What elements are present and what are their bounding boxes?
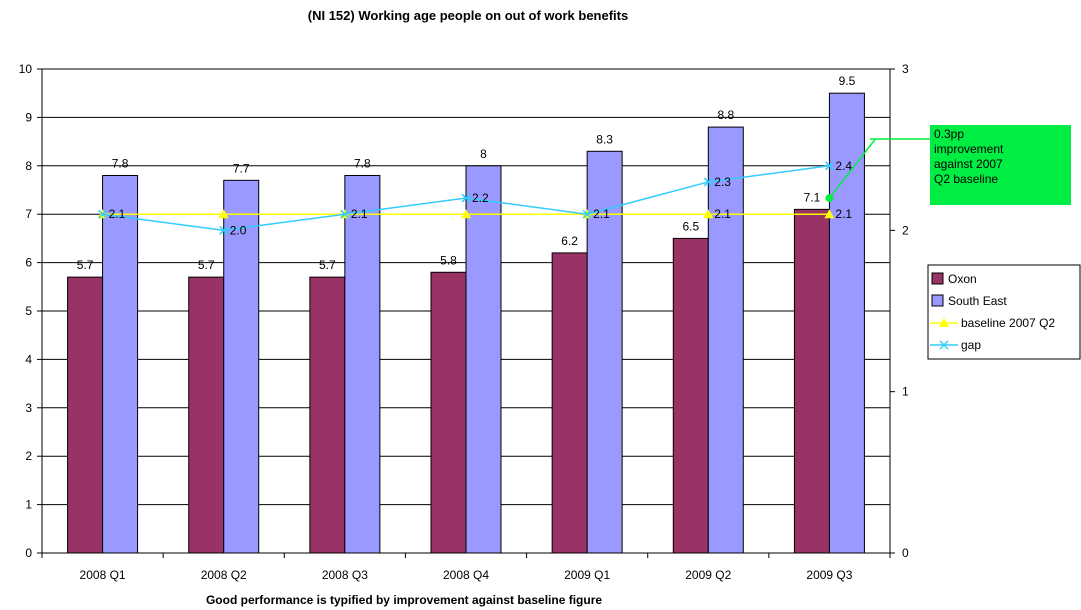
legend-swatch [931,294,944,307]
legend-box [927,264,1081,360]
marker-gap [98,209,108,219]
line-data-label: 2.1 [835,207,852,221]
marker-baseline-2007-q2 [461,209,471,219]
x-axis-label: Good performance is typified by improvem… [206,593,602,607]
legend-marker [939,318,949,327]
y2-tick-label: 3 [902,62,909,76]
x-tick-label: 2008 Q2 [201,568,247,582]
bar-oxon [793,208,830,554]
annotation-connector [828,138,930,199]
marker-baseline-2007-q2 [703,209,714,219]
marker-gap [824,161,834,171]
y2-tick-label: 1 [902,385,909,399]
bar-data-label: 8.3 [596,132,613,146]
y-tick-label: 10 [19,62,33,76]
bar-data-label: 8.8 [717,108,734,122]
y-tick-label: 7 [25,207,32,221]
bar-oxon [551,252,588,554]
legend-label: gap [961,338,981,352]
line-data-label: 2.1 [351,207,368,221]
bar-oxon [67,276,104,554]
bar-south-east [223,179,260,554]
annotation-line: 0.3pp [934,127,965,141]
legend-swatch [931,272,944,285]
legend-label: Oxon [948,272,977,286]
bar-south-east [344,174,381,554]
marker-gap [582,209,592,219]
y-tick-label: 0 [25,546,32,560]
annotation-line: Q2 baseline [934,172,999,186]
annotation-line: against 2007 [934,157,1003,171]
y-tick-label: 5 [25,304,32,318]
marker-baseline-2007-q2 [218,209,229,219]
marker-gap [219,225,229,235]
bar-data-label: 5.8 [440,253,457,267]
bar-oxon [188,276,225,554]
bar-data-label: 7.8 [354,156,371,170]
bar-data-label: 7.8 [112,156,129,170]
bar-data-label: 8 [480,147,487,161]
legend-label: baseline 2007 Q2 [961,316,1055,330]
annotation-callout: 0.3pp improvement against 2007 Q2 baseli… [930,125,1071,205]
x-tick-label: 2008 Q4 [443,568,489,582]
x-tick-label: 2008 Q3 [322,568,368,582]
marker-gap [340,209,350,219]
bar-south-east [586,150,623,554]
marker-gap [461,193,471,203]
line-data-label: 2.1 [109,207,126,221]
bar-south-east [465,165,502,554]
line-data-label: 2.1 [714,207,731,221]
bar-data-label: 5.7 [198,258,215,272]
bar-oxon [672,237,709,554]
line-data-label: 2.4 [835,159,852,173]
y-tick-label: 2 [25,449,32,463]
y-tick-label: 4 [25,352,32,366]
y-tick-label: 1 [25,498,32,512]
y2-tick-label: 0 [902,546,909,560]
bar-oxon [309,276,346,554]
y-tick-label: 8 [25,159,32,173]
y2-tick-label: 2 [902,223,909,237]
plot-area: 0 1 2 3 4 5 6 7 8 9 10 0 1 2 3 2008 Q1 2008 Q2 2008 Q3 200… [19,62,930,582]
legend-marker [939,340,949,350]
line-data-label: 2.3 [714,175,731,189]
marker-gap [703,177,713,187]
x-tick-label: 2009 Q3 [806,568,852,582]
bar-data-label: 7.7 [233,161,250,175]
y-tick-label: 9 [25,110,32,124]
y-tick-label: 6 [25,256,32,270]
bar-south-east [828,92,865,554]
bar-data-label: 9.5 [839,74,856,88]
line-data-label: 2.0 [230,223,247,237]
legend: Oxon South East baseline 2007 Q2 gap [927,264,1081,360]
bar-data-label: 6.2 [561,234,578,248]
x-tick-label: 2008 Q1 [80,568,126,582]
bar-data-label: 7.1 [804,190,821,204]
bar-data-label: 5.7 [319,258,336,272]
bar-south-east [102,174,139,554]
y-tick-label: 3 [25,401,32,415]
x-tick-label: 2009 Q2 [685,568,731,582]
annotation-line: improvement [934,142,1004,156]
x-tick-label: 2009 Q1 [564,568,610,582]
chart-title: (NI 152) Working age people on out of wo… [308,8,628,23]
bar-south-east [707,126,744,554]
bar-oxon [430,271,467,554]
marker-baseline-2007-q2 [824,209,835,219]
line-data-label: 2.2 [472,191,489,205]
bar-data-label: 5.7 [77,258,94,272]
legend-label: South East [948,294,1007,308]
annotation-point [825,194,834,203]
line-data-label: 2.1 [593,207,610,221]
bar-data-label: 6.5 [682,219,699,233]
